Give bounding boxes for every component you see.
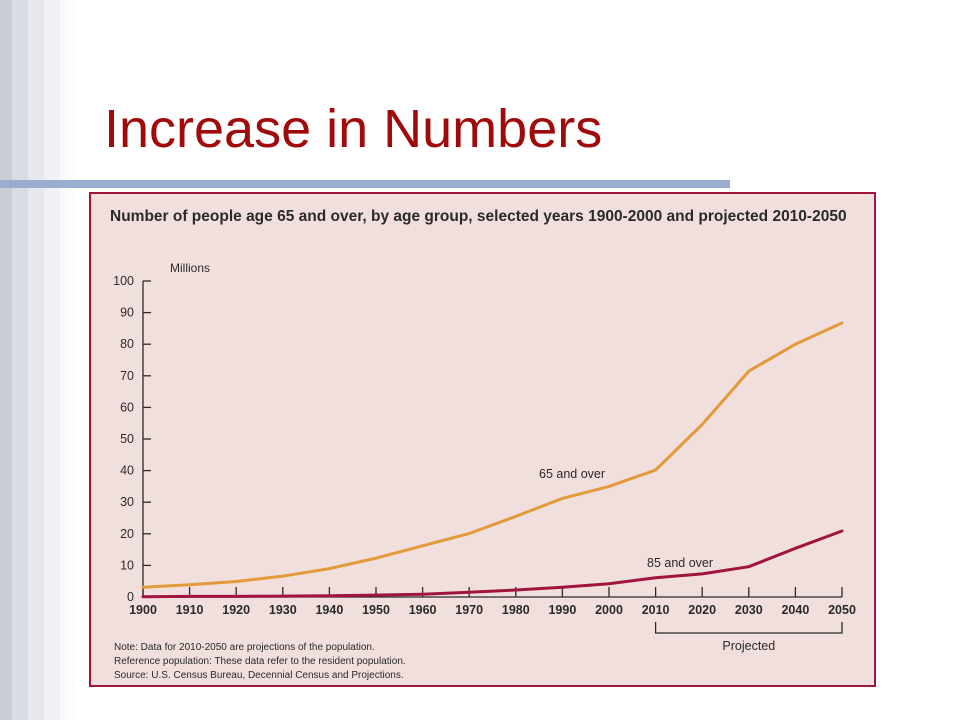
- y-tick-label-60: 60: [120, 400, 134, 414]
- series-line-65-and-over: [141, 321, 844, 589]
- x-tick-label-1970: 1970: [455, 603, 483, 617]
- y-axis-unit-label: Millions: [170, 261, 210, 275]
- y-tick-label-0: 0: [127, 590, 134, 604]
- x-tick-label-2040: 2040: [781, 603, 809, 617]
- series-line-85-and-over: [141, 529, 844, 599]
- note-projection: Note: Data for 2010-2050 are projections…: [114, 642, 375, 653]
- x-tick-label-1980: 1980: [502, 603, 530, 617]
- x-tick-label-2050: 2050: [828, 603, 856, 617]
- series-label-65-and-over: 65 and over: [539, 467, 605, 481]
- slide-title: Increase in Numbers: [104, 99, 603, 159]
- y-tick-label-50: 50: [120, 432, 134, 446]
- left-decor-strip: [0, 0, 78, 720]
- x-tick-label-1950: 1950: [362, 603, 390, 617]
- x-tick-label-1930: 1930: [269, 603, 297, 617]
- x-tick-label-2020: 2020: [688, 603, 716, 617]
- x-tick-label-1940: 1940: [315, 603, 343, 617]
- chart-frame: Number of people age 65 and over, by age…: [89, 192, 876, 687]
- y-tick-label-100: 100: [113, 274, 134, 288]
- note-reference: Reference population: These data refer t…: [114, 656, 406, 667]
- x-tick-label-2000: 2000: [595, 603, 623, 617]
- y-tick-label-10: 10: [120, 558, 134, 572]
- x-tick-label-1990: 1990: [548, 603, 576, 617]
- y-tick-label-70: 70: [120, 369, 134, 383]
- x-tick-label-1900: 1900: [129, 603, 157, 617]
- title-divider: [0, 180, 730, 188]
- x-tick-label-1920: 1920: [222, 603, 250, 617]
- x-tick-label-1910: 1910: [176, 603, 204, 617]
- y-tick-label-40: 40: [120, 464, 134, 478]
- x-tick-label-1960: 1960: [409, 603, 437, 617]
- y-tick-label-20: 20: [120, 527, 134, 541]
- y-tick-label-90: 90: [120, 306, 134, 320]
- projected-bracket: [654, 622, 843, 634]
- note-source: Source: U.S. Census Bureau, Decennial Ce…: [114, 670, 404, 681]
- y-tick-label-80: 80: [120, 337, 134, 351]
- projected-bracket-label: Projected: [722, 639, 775, 653]
- chart-title: Number of people age 65 and over, by age…: [110, 208, 847, 225]
- x-tick-label-2010: 2010: [642, 603, 670, 617]
- x-tick-label-2030: 2030: [735, 603, 763, 617]
- y-tick-label-30: 30: [120, 495, 134, 509]
- series-label-85-and-over: 85 and over: [647, 556, 713, 570]
